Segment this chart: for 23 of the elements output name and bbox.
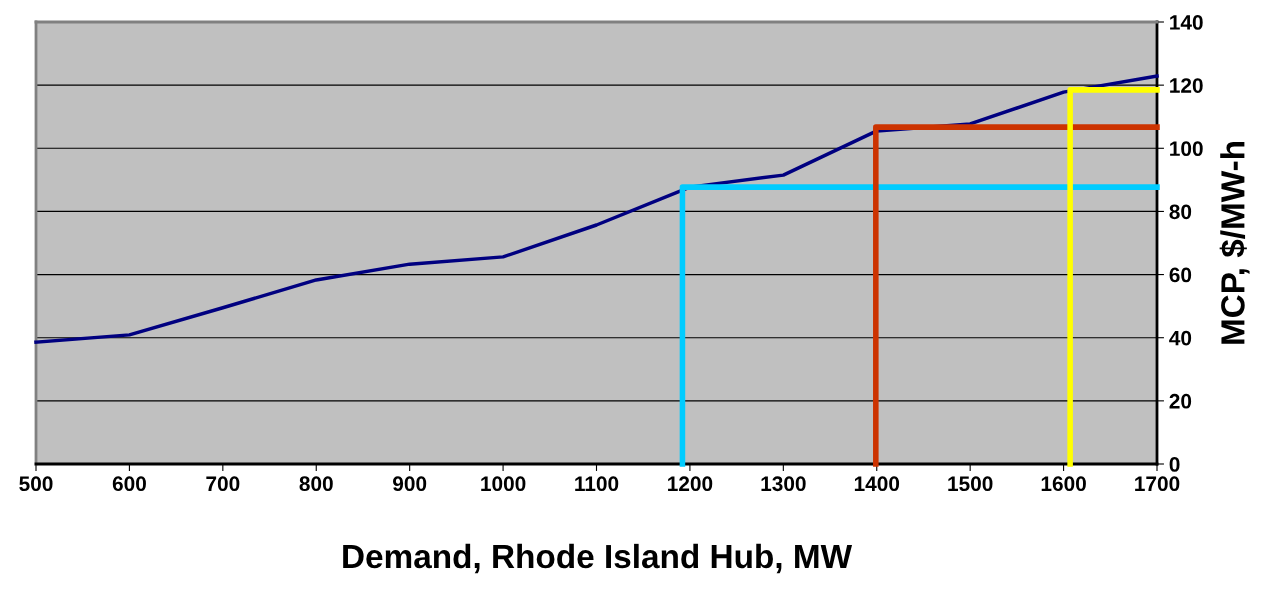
y-tick-label: 20 bbox=[1169, 393, 1192, 409]
x-tick-label: 1100 bbox=[575, 476, 619, 492]
x-tick-label: 700 bbox=[206, 476, 240, 492]
x-tick-label: 500 bbox=[19, 476, 53, 492]
x-tick-label: 600 bbox=[112, 476, 146, 492]
x-tick-label: 1300 bbox=[761, 476, 806, 492]
x-axis-title: Demand, Rhode Island Hub, MW bbox=[343, 543, 853, 574]
x-tick-label: 1700 bbox=[1135, 476, 1180, 492]
y-tick-label: 140 bbox=[1170, 15, 1203, 30]
y-tick-label: 120 bbox=[1170, 78, 1203, 93]
x-tick-label: 1600 bbox=[1041, 476, 1086, 492]
y-tick-label: 100 bbox=[1170, 141, 1203, 157]
x-tick-label: 1000 bbox=[481, 476, 526, 492]
x-tick-label: 1200 bbox=[668, 476, 713, 492]
y-tick-label: 60 bbox=[1169, 267, 1192, 283]
x-tick-label: 800 bbox=[299, 476, 333, 492]
x-tick-label: 1400 bbox=[854, 476, 900, 492]
y-tick-label: 40 bbox=[1169, 330, 1192, 346]
x-tick-label: 1500 bbox=[948, 476, 993, 492]
y-tick-label: 0 bbox=[1169, 457, 1180, 472]
x-tick-label: 900 bbox=[393, 476, 427, 492]
y-axis-title: MCP, $/MW-h bbox=[1219, 142, 1250, 344]
y-tick-label: 80 bbox=[1169, 204, 1192, 220]
